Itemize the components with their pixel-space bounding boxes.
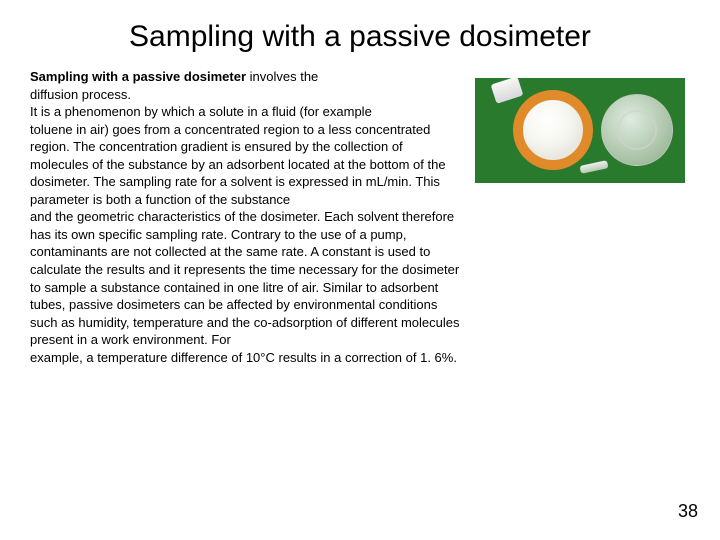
- content-row: Sampling with a passive dosimeter involv…: [30, 68, 690, 366]
- lead-tail-text: involves the: [246, 69, 318, 84]
- slide-title: Sampling with a passive dosimeter: [30, 20, 690, 54]
- dosimeter-badge-icon: [513, 90, 593, 170]
- lead-bold-text: Sampling with a passive dosimeter: [30, 69, 246, 84]
- page-number: 38: [678, 501, 698, 522]
- clip-icon: [491, 78, 524, 104]
- body-text-column: Sampling with a passive dosimeter involv…: [30, 68, 460, 366]
- dosimeter-cover-icon: [601, 94, 673, 166]
- cover-inner-ring-icon: [617, 110, 657, 150]
- image-column: [470, 68, 690, 366]
- slide: Sampling with a passive dosimeter Sampli…: [0, 0, 720, 540]
- dosimeter-photo: [475, 78, 685, 183]
- tube-icon: [579, 160, 608, 174]
- body-paragraph: diffusion process. It is a phenomenon by…: [30, 86, 460, 367]
